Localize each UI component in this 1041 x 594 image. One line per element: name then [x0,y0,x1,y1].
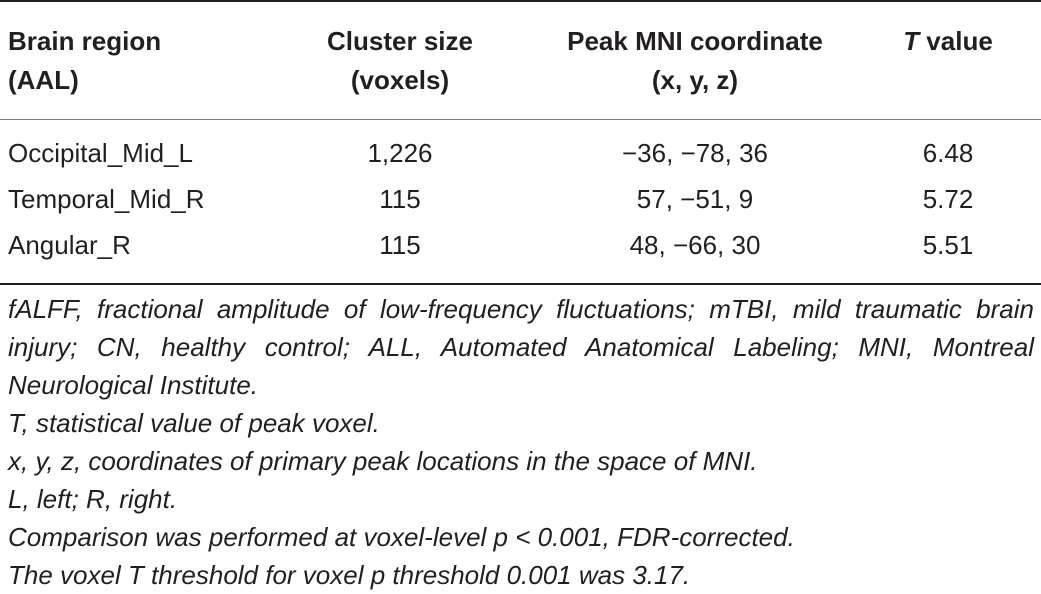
header-brain-region: Brain region (AAL) [8,22,278,100]
table-row: Occipital_Mid_L 1,226 −36, −78, 36 6.48 [0,130,1041,176]
footnote-left-right: L, left; R, right. [8,484,178,514]
cell-brain-region: Occipital_Mid_L [8,138,193,168]
table-row: Angular_R 115 48, −66, 30 5.51 [0,222,1041,268]
footnote-coordinates: x, y, z, coordinates of primary peak loc… [8,446,758,476]
header-t-value: T value [868,22,1028,61]
cell-cluster-size: 115 [379,184,421,214]
footnote-comparison: Comparison was performed at voxel-level … [8,522,795,552]
cell-peak-mni: 48, −66, 30 [629,230,761,260]
body-rule [0,283,1041,285]
cell-brain-region: Temporal_Mid_R [8,184,205,214]
header-brain-region-line2: (AAL) [8,65,79,95]
footnote-threshold: The voxel T threshold for voxel p thresh… [8,560,691,590]
cell-brain-region: Angular_R [8,230,131,260]
cell-t-value: 5.72 [922,184,974,214]
header-peak-mni: Peak MNI coordinate (x, y, z) [530,22,860,100]
header-peak-mni-line1: Peak MNI coordinate [567,26,823,56]
cell-cluster-size: 115 [379,230,421,260]
cell-peak-mni: 57, −51, 9 [636,184,754,214]
table-footnotes: fALFF, fractional amplitude of low-frequ… [8,290,1034,594]
header-cluster-size-line2: (voxels) [350,65,450,95]
table-row: Temporal_Mid_R 115 57, −51, 9 5.72 [0,176,1041,222]
footnote-abbreviations: fALFF, fractional amplitude of low-frequ… [8,294,1034,400]
cell-t-value: 6.48 [922,138,974,168]
header-rule [0,119,1041,120]
cell-peak-mni: −36, −78, 36 [621,138,769,168]
header-t-rest: value [919,26,993,56]
header-cluster-size: Cluster size (voxels) [290,22,510,100]
cell-cluster-size: 1,226 [367,138,433,168]
header-peak-mni-line2: (x, y, z) [651,65,739,95]
header-cluster-size-line1: Cluster size [327,26,473,56]
header-brain-region-line1: Brain region [8,26,162,56]
cell-t-value: 5.51 [922,230,974,260]
top-rule [0,0,1041,2]
header-t-symbol: T [903,26,920,56]
footnote-t-definition: T, statistical value of peak voxel. [8,408,380,438]
